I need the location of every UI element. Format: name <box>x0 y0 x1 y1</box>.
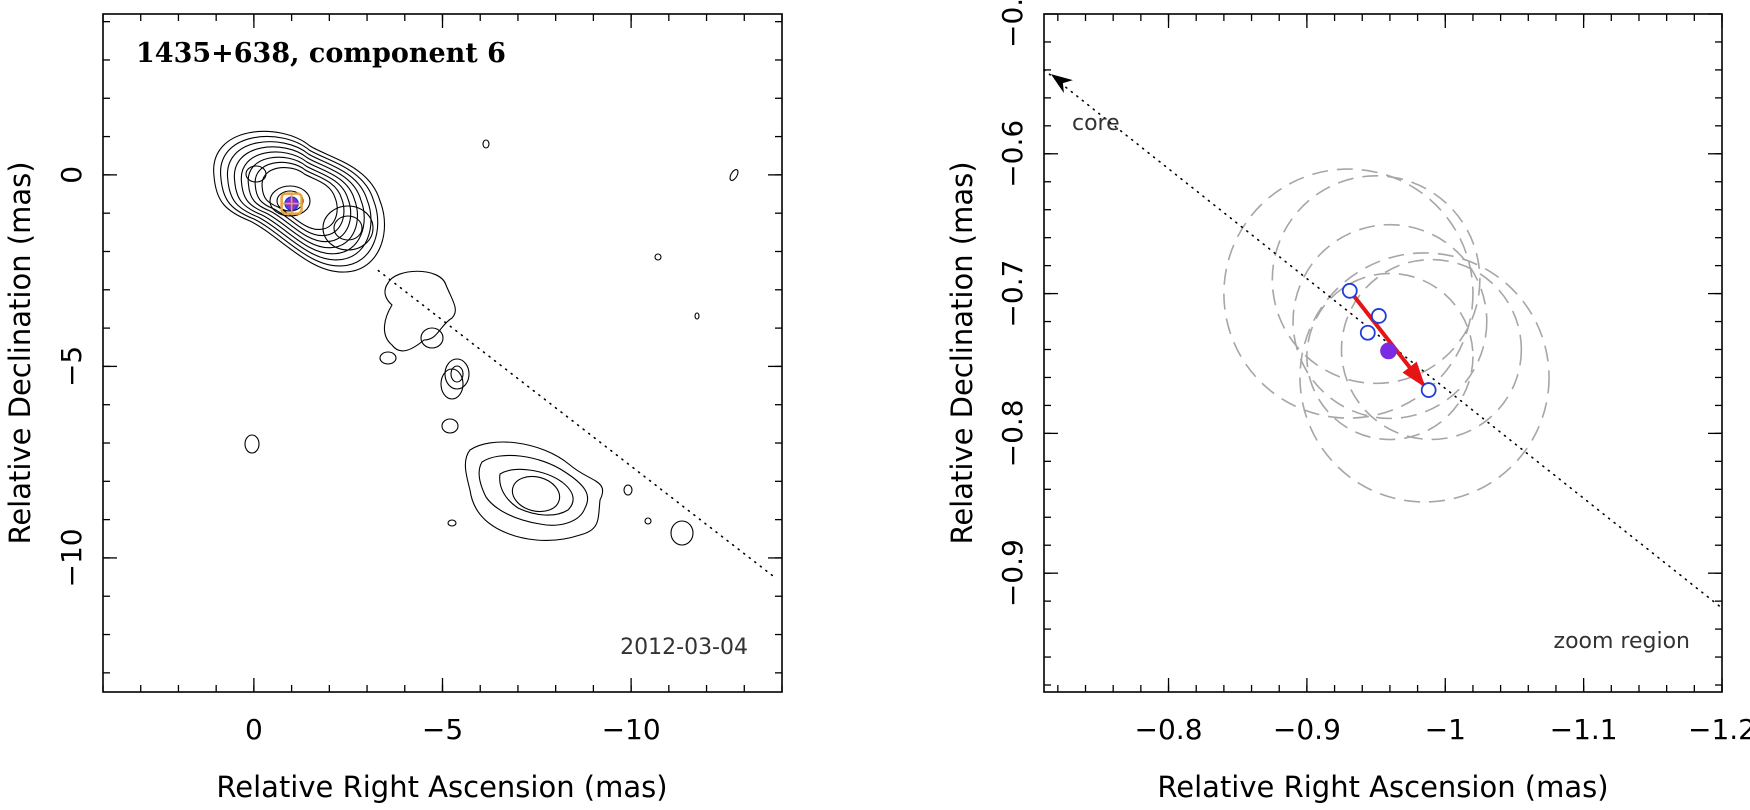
jet-knot-c-contour <box>440 368 464 400</box>
epoch-position-point <box>1370 308 1387 324</box>
core-contour-8 <box>261 167 338 230</box>
core-contour-1 <box>213 130 386 273</box>
right-x-tick-label: −1 <box>1425 713 1466 746</box>
core-contour-2 <box>220 135 379 267</box>
left-epoch-date: 2012-03-04 <box>620 635 748 660</box>
core-direction-label: core <box>1072 111 1120 136</box>
knot-a-contour-2 <box>333 215 363 241</box>
right-y-tick-label: −0.7 <box>996 260 1029 328</box>
right-ticks: −0.8 −0.9 −1 −1.1 −1.2 −0.5 −0.6 −0.7 −0.8 −0.9 <box>996 0 1750 746</box>
left-x-axis-title: Relative Right Ascension (mas) <box>216 770 667 804</box>
right-y-axis-title: Relative Declination (mas) <box>945 161 979 544</box>
left-contours <box>213 130 739 546</box>
jet-knot-b-contour-2 <box>450 365 464 383</box>
core-inner-contour-2 <box>276 190 304 212</box>
blob-small-5 <box>729 169 739 181</box>
left-x-tick-label: −5 <box>422 713 463 746</box>
error-circle <box>1271 175 1481 385</box>
outer-lobe-contour-3 <box>499 468 574 516</box>
right-y-tick-label: −0.9 <box>996 539 1029 607</box>
motion-vector-arrowhead <box>1402 361 1426 388</box>
blob-small-3 <box>644 517 652 525</box>
epoch-position-point <box>1359 324 1376 341</box>
jet-mid-small-contour <box>420 327 444 349</box>
epoch-position-point <box>1341 282 1358 299</box>
right-y-tick-label: −0.6 <box>996 120 1029 188</box>
error-circle <box>1292 223 1488 420</box>
jet-mid-contour <box>383 270 456 352</box>
right-y-tick-label: −0.5 <box>996 0 1029 48</box>
outer-lobe-contour-4 <box>511 475 561 513</box>
blob-small-1 <box>623 484 633 496</box>
outer-lobe-contour-2 <box>478 454 589 526</box>
core-contour-4 <box>234 146 365 255</box>
right-y-tick-label: −0.8 <box>996 399 1029 467</box>
left-plot-frame <box>102 13 783 693</box>
left-y-tick-label: 0 <box>55 166 88 184</box>
left-ridge-line <box>377 269 776 578</box>
blob-d-contour <box>670 520 694 546</box>
outer-lobe-contour-1 <box>464 441 604 541</box>
right-plot-frame <box>1043 13 1723 693</box>
jet-knot-b-contour-1 <box>444 358 470 390</box>
component-position-marker <box>280 192 303 215</box>
left-panel-title: 1435+638, component 6 <box>136 38 506 69</box>
left-ticks: 0 −5 −10 0 −5 −10 <box>55 14 783 746</box>
zoom-region-label: zoom region <box>1554 629 1690 654</box>
error-circle <box>1223 168 1474 419</box>
blob-small-7 <box>694 312 700 320</box>
right-x-tick-label: −1.2 <box>1688 713 1750 746</box>
error-circle <box>1340 258 1523 441</box>
jet-small-contour <box>379 351 397 365</box>
core-contour-3 <box>227 141 372 261</box>
left-marks <box>280 192 776 578</box>
core-contour-5 <box>240 151 358 249</box>
right-x-tick-label: −0.8 <box>1135 713 1203 746</box>
left-x-tick-label: 0 <box>245 713 263 746</box>
left-y-tick-label: −10 <box>55 528 88 587</box>
core-inner-contour-1 <box>269 185 311 217</box>
right-panel-zoom: −0.8 −0.9 −1 −1.1 −1.2 −0.5 −0.6 −0.7 −0.8 −0.9 c… <box>945 0 1750 804</box>
right-marks <box>1043 69 1723 609</box>
blob-small-4 <box>482 139 490 149</box>
core-direction-arrowhead <box>1050 74 1073 94</box>
right-x-tick-label: −0.9 <box>1273 713 1341 746</box>
left-panel-contour-map: 0 −5 −10 0 −5 −10 1435+638, component 6 2012-… <box>3 13 783 804</box>
blob-small-2 <box>447 519 457 527</box>
left-y-tick-label: −5 <box>55 346 88 387</box>
mean-position-point <box>1380 342 1397 360</box>
jet-small-contour-2 <box>441 418 459 434</box>
knot-a-contour-1 <box>322 205 374 251</box>
right-error-circles <box>1223 168 1550 503</box>
right-x-tick-label: −1.1 <box>1550 713 1618 746</box>
core-contour-6 <box>247 156 352 243</box>
blob-small-6 <box>654 253 662 261</box>
error-circle <box>1299 252 1550 503</box>
error-circle <box>1306 272 1474 441</box>
blob-e-contour <box>244 434 260 454</box>
right-x-axis-title: Relative Right Ascension (mas) <box>1157 770 1608 804</box>
left-x-tick-label: −10 <box>602 713 661 746</box>
core-peak-contour <box>245 165 267 183</box>
epoch-position-point <box>1420 382 1437 398</box>
left-y-axis-title: Relative Declination (mas) <box>3 161 37 544</box>
right-ridge-line <box>1043 69 1723 609</box>
